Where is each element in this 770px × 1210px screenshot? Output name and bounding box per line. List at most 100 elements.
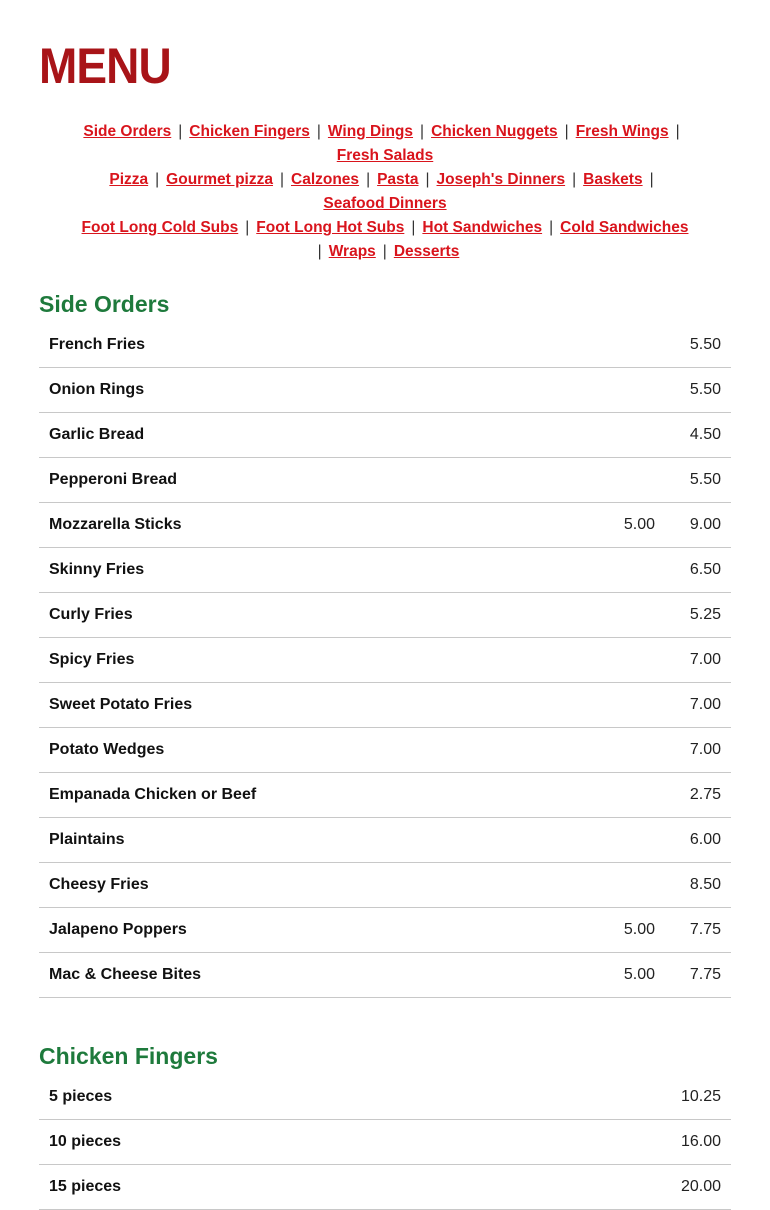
category-nav: Side Orders | Chicken Fingers | Wing Dings | C… xyxy=(39,120,731,264)
nav-line: Pizza | Gourmet pizza | Calzones | Pasta | Josep… xyxy=(39,168,731,192)
nav-link-wraps[interactable]: Wraps xyxy=(328,243,376,260)
nav-link-hot-sandwiches[interactable]: Hot Sandwiches xyxy=(422,219,543,236)
item-price: 8.50 xyxy=(689,876,721,893)
item-name: 10 pieces xyxy=(49,1133,122,1150)
nav-separator: | xyxy=(382,243,387,260)
nav-link-chicken-nuggets[interactable]: Chicken Nuggets xyxy=(431,123,558,140)
section-title: Chicken Fingers xyxy=(39,1043,218,1069)
menu-item: French Fries 5.50 xyxy=(39,323,731,368)
nav-separator: | xyxy=(279,171,284,188)
nav-link-foot-long-hot-subs[interactable]: Foot Long Hot Subs xyxy=(256,219,405,236)
item-name: Spicy Fries xyxy=(49,651,135,668)
nav-link-wing-dings[interactable]: Wing Dings xyxy=(327,123,414,140)
nav-line: Seafood Dinners xyxy=(39,192,731,216)
nav-separator: | xyxy=(675,123,680,140)
menu-item: Garlic Bread 4.50 xyxy=(39,413,731,458)
nav-separator: | xyxy=(155,171,160,188)
menu-item: Empanada Chicken or Beef 2.75 xyxy=(39,773,731,818)
nav-link-gourmet-pizza[interactable]: Gourmet pizza xyxy=(166,171,273,188)
menu-item: Mac & Cheese Bites 5.00 7.75 xyxy=(39,953,731,998)
item-price: 6.00 xyxy=(689,831,721,848)
nav-link-chicken-fingers[interactable]: Chicken Fingers xyxy=(189,123,310,140)
nav-separator: | xyxy=(316,123,321,140)
nav-link-foot-long-cold-subs[interactable]: Foot Long Cold Subs xyxy=(81,219,239,236)
menu-item: 10 pieces 16.00 xyxy=(39,1120,731,1165)
menu-item: Spicy Fries 7.00 xyxy=(39,638,731,683)
nav-separator: | xyxy=(649,171,654,188)
item-name: Pepperoni Bread xyxy=(49,471,178,488)
item-price: 6.50 xyxy=(689,561,721,578)
item-price: 5.50 xyxy=(689,336,721,353)
nav-link-side-orders[interactable]: Side Orders xyxy=(83,123,172,140)
menu-item: Plaintains 6.00 xyxy=(39,818,731,863)
item-price: 4.50 xyxy=(689,426,721,443)
item-name: Garlic Bread xyxy=(49,426,145,443)
nav-link-calzones[interactable]: Calzones xyxy=(291,171,360,188)
item-price: 5.00 xyxy=(623,966,655,983)
nav-link-fresh-salads[interactable]: Fresh Salads xyxy=(336,147,434,164)
item-price: 9.00 xyxy=(689,516,721,533)
item-name: Onion Rings xyxy=(49,381,145,398)
item-price: 5.25 xyxy=(689,606,721,623)
nav-separator: | xyxy=(245,219,250,236)
item-price: 10.25 xyxy=(680,1088,721,1105)
nav-link-seafood-dinners[interactable]: Seafood Dinners xyxy=(323,195,447,212)
nav-link-fresh-wings[interactable]: Fresh Wings xyxy=(575,123,669,140)
item-name: Plaintains xyxy=(49,831,125,848)
menu-item: Pepperoni Bread 5.50 xyxy=(39,458,731,503)
nav-separator: | xyxy=(178,123,183,140)
item-price: 5.00 xyxy=(623,921,655,938)
nav-separator: | xyxy=(564,123,569,140)
nav-link-baskets[interactable]: Baskets xyxy=(583,171,643,188)
item-price: 7.00 xyxy=(689,651,721,668)
item-price: 16.00 xyxy=(680,1133,721,1150)
nav-separator: | xyxy=(425,171,430,188)
nav-line: Foot Long Cold Subs | Foot Long Hot Subs | H… xyxy=(39,216,731,240)
menu-item: Potato Wedges 7.00 xyxy=(39,728,731,773)
nav-link-joseph-s-dinners[interactable]: Joseph's Dinners xyxy=(436,171,566,188)
item-name: Skinny Fries xyxy=(49,561,145,578)
menu-item: Cheesy Fries 8.50 xyxy=(39,863,731,908)
item-name: Cheesy Fries xyxy=(49,876,149,893)
item-name: 5 pieces xyxy=(49,1088,113,1105)
nav-line: | Wraps | Desserts xyxy=(39,240,731,264)
item-name: Potato Wedges xyxy=(49,741,165,758)
item-price: 20.00 xyxy=(680,1178,721,1195)
menu-section: Chicken Fingers 5 pieces 10.25 10 pieces 16.… xyxy=(39,1038,731,1210)
item-price: 5.50 xyxy=(689,381,721,398)
menu-item: 15 pieces 20.00 xyxy=(39,1165,731,1210)
menu-item: Skinny Fries 6.50 xyxy=(39,548,731,593)
nav-separator: | xyxy=(420,123,425,140)
item-name: Mac & Cheese Bites xyxy=(49,966,202,983)
nav-link-pasta[interactable]: Pasta xyxy=(377,171,419,188)
item-name: Curly Fries xyxy=(49,606,133,623)
menu-item: 5 pieces 10.25 xyxy=(39,1075,731,1120)
menu-item: Mozzarella Sticks 5.00 9.00 xyxy=(39,503,731,548)
item-name: Mozzarella Sticks xyxy=(49,516,182,533)
nav-line: Fresh Salads xyxy=(39,144,731,168)
menu-item: Jalapeno Poppers 5.00 7.75 xyxy=(39,908,731,953)
nav-link-pizza[interactable]: Pizza xyxy=(109,171,149,188)
nav-link-cold-sandwiches[interactable]: Cold Sandwiches xyxy=(560,219,689,236)
item-price: 7.00 xyxy=(689,741,721,758)
item-price: 2.75 xyxy=(689,786,721,803)
page-title: MENU xyxy=(39,38,172,94)
menu-item: Sweet Potato Fries 7.00 xyxy=(39,683,731,728)
nav-line: Side Orders | Chicken Fingers | Wing Dings | C… xyxy=(39,120,731,144)
nav-separator: | xyxy=(411,219,416,236)
nav-separator: | xyxy=(549,219,554,236)
item-price: 5.50 xyxy=(689,471,721,488)
menu-item: Onion Rings 5.50 xyxy=(39,368,731,413)
nav-separator: | xyxy=(317,243,322,260)
nav-link-desserts[interactable]: Desserts xyxy=(393,243,460,260)
item-name: Jalapeno Poppers xyxy=(49,921,187,938)
item-name: 15 pieces xyxy=(49,1178,122,1195)
nav-separator: | xyxy=(366,171,371,188)
item-name: Empanada Chicken or Beef xyxy=(49,786,257,803)
section-title: Side Orders xyxy=(39,291,170,317)
item-price: 7.75 xyxy=(689,966,721,983)
nav-separator: | xyxy=(572,171,577,188)
item-name: French Fries xyxy=(49,336,146,353)
item-price: 7.00 xyxy=(689,696,721,713)
menu-item: Curly Fries 5.25 xyxy=(39,593,731,638)
